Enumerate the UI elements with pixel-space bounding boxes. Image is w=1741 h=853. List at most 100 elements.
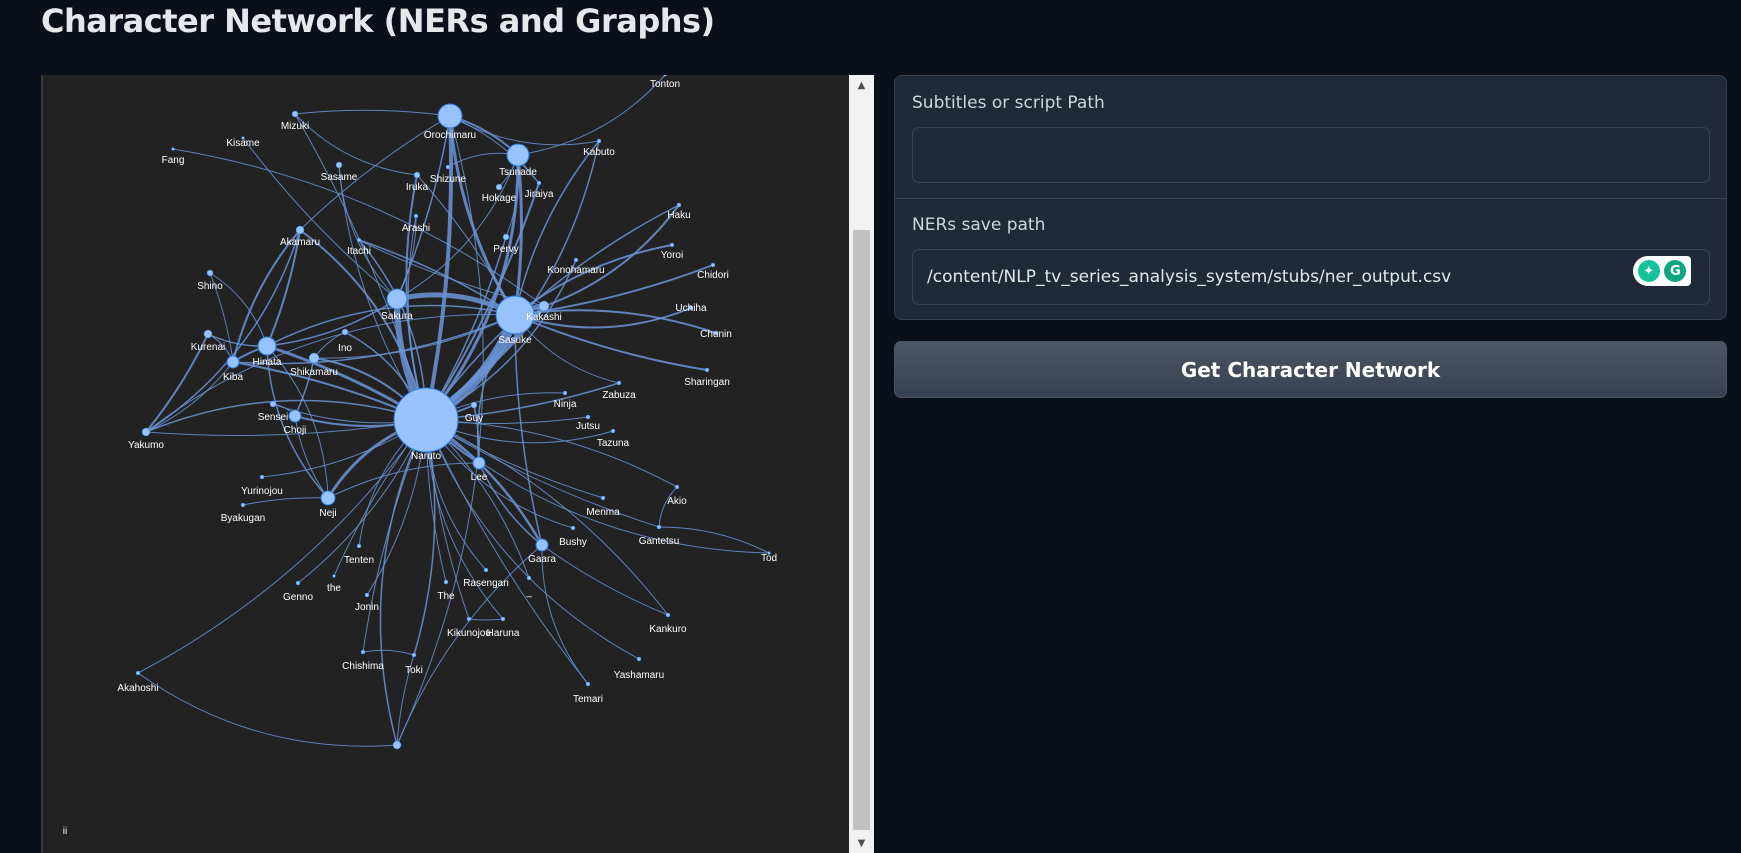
node-yakumo[interactable] [141, 427, 151, 437]
node-konohamaru[interactable] [573, 257, 579, 263]
scroll-thumb[interactable] [853, 230, 870, 830]
node-iruka[interactable] [413, 171, 421, 179]
grammarly-icon[interactable]: G [1664, 260, 1687, 282]
node-toki[interactable] [411, 652, 417, 658]
node-kabuto[interactable] [596, 138, 602, 144]
node-mizuki[interactable] [291, 110, 299, 118]
graph-edge [396, 154, 519, 300]
node-bottom[interactable] [392, 740, 402, 750]
node-itachi[interactable] [356, 237, 362, 243]
node-label: Akio [667, 496, 687, 507]
node-label: Kisame [226, 138, 260, 149]
node-tonton[interactable] [663, 75, 667, 77]
node-jiraiya[interactable] [536, 180, 542, 186]
node-label: Uchiha [675, 303, 707, 314]
node-kiba[interactable] [226, 355, 240, 369]
node-akio[interactable] [674, 484, 680, 490]
subtitles-path-input[interactable] [913, 128, 1709, 182]
subtitles-path-field[interactable] [912, 127, 1710, 183]
node-naruto[interactable] [393, 387, 459, 453]
graph-edge [145, 361, 234, 433]
node-byakugan[interactable] [240, 502, 246, 508]
graph-edge [514, 314, 708, 371]
node-shizune[interactable] [445, 164, 451, 170]
node-arashi[interactable] [413, 213, 419, 219]
node-choji[interactable] [288, 409, 302, 423]
node-jonin[interactable] [364, 592, 370, 598]
node-haruna[interactable] [500, 616, 506, 622]
node-yashamaru[interactable] [636, 656, 642, 662]
lightbulb-icon[interactable]: ✦ [1637, 260, 1660, 282]
grammarly-widget[interactable]: ✦ G [1633, 256, 1691, 286]
node-ninja[interactable] [562, 390, 568, 396]
node-shikamaru[interactable] [308, 352, 320, 364]
node-gaara[interactable] [535, 538, 549, 552]
node-bushy[interactable] [570, 525, 576, 531]
node-underscore[interactable] [526, 575, 532, 581]
node-chunin[interactable] [713, 330, 719, 336]
input-panel: Subtitles or script Path NERs save path … [894, 75, 1727, 320]
node-sasuke[interactable] [495, 295, 535, 335]
graph-edge [425, 419, 640, 660]
network-canvas[interactable]: Naruto Sasuke Kakashi Sakura Orochimaru Tsuna… [43, 75, 851, 853]
node-akamaru[interactable] [295, 225, 305, 235]
node-sensei[interactable] [269, 400, 277, 408]
node-kankuro[interactable] [665, 612, 671, 618]
node-gantetsu[interactable] [656, 524, 662, 530]
node-hokage[interactable] [495, 183, 503, 191]
node-kurenai[interactable] [203, 329, 213, 339]
graph-edge [266, 298, 398, 347]
node-uchiha[interactable] [688, 305, 694, 311]
ners-save-path-field[interactable]: ✦ G [912, 249, 1710, 305]
node-haku[interactable] [676, 202, 682, 208]
node-chishima[interactable] [360, 649, 366, 655]
node-shino[interactable] [206, 269, 214, 277]
node-fang[interactable] [171, 147, 175, 151]
node-sharingan[interactable] [704, 367, 710, 373]
node-orochimaru[interactable] [437, 103, 463, 129]
node-jutsu[interactable] [585, 414, 591, 420]
node-label: the [327, 583, 341, 594]
graph-scrollbar[interactable]: ▲ ▼ [849, 75, 874, 853]
node-label: Haku [667, 210, 690, 221]
node-akahoshi[interactable] [135, 670, 141, 676]
node-tod[interactable] [767, 551, 771, 555]
node-genno[interactable] [295, 580, 301, 586]
node-chidori[interactable] [710, 262, 716, 268]
node-yurinojou[interactable] [259, 474, 265, 480]
node-the[interactable] [332, 574, 336, 578]
node-rasengan[interactable] [483, 567, 489, 573]
node-zabuza[interactable] [616, 380, 622, 386]
node-neji[interactable] [320, 490, 336, 506]
node-tenten[interactable] [356, 543, 362, 549]
node-yoroi[interactable] [669, 242, 675, 248]
graph-edge [209, 272, 234, 363]
node-ino[interactable] [341, 328, 349, 336]
node-pervy[interactable] [502, 233, 510, 241]
node-hinata[interactable] [257, 336, 277, 356]
graph-edge [468, 618, 504, 621]
node-kisame[interactable] [241, 136, 245, 140]
node-label: Lee [471, 472, 488, 483]
graph-edge [425, 419, 660, 528]
node-kikunojou[interactable] [466, 616, 472, 622]
scroll-up-icon[interactable]: ▲ [857, 79, 866, 91]
node-label: Itachi [347, 246, 371, 257]
node-temari[interactable] [585, 681, 591, 687]
node-kakashi[interactable] [538, 300, 550, 312]
node-label: Genno [283, 592, 313, 603]
ners-save-path-input[interactable] [913, 250, 1709, 304]
node-tsunade[interactable] [506, 143, 530, 167]
field-divider [895, 198, 1726, 199]
character-network-graph[interactable]: Naruto Sasuke Kakashi Sakura Orochimaru Tsuna… [41, 75, 874, 853]
node-label: Kankuro [649, 624, 687, 635]
node-sasame[interactable] [335, 161, 343, 169]
get-character-network-button[interactable]: Get Character Network [894, 341, 1727, 398]
node-sakura[interactable] [386, 288, 408, 310]
node-guy[interactable] [470, 401, 478, 409]
node-the[interactable] [443, 579, 449, 585]
node-tazuna[interactable] [610, 428, 616, 434]
node-lee[interactable] [472, 456, 486, 470]
node-menma[interactable] [600, 495, 606, 501]
scroll-down-icon[interactable]: ▼ [857, 837, 866, 849]
